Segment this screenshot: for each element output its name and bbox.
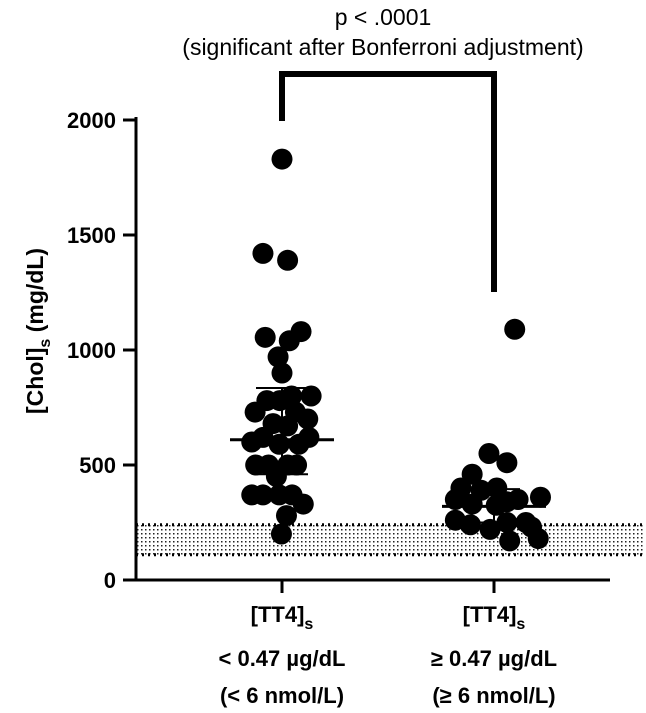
data-point-group1-1 [271, 148, 293, 170]
data-point-group1-21 [268, 433, 290, 455]
x-label-group-2-line3: (≥ 6 nmol/L) [432, 683, 555, 708]
median-iqr-bars [230, 386, 546, 524]
data-point-group2-15 [459, 514, 481, 536]
data-points [241, 148, 551, 552]
data-point-group1-34 [270, 523, 292, 545]
bonferroni-note: (significant after Bonferroni adjustment… [182, 34, 583, 60]
data-point-group1-13 [244, 401, 266, 423]
data-point-group1-29 [252, 484, 274, 506]
data-point-group2-16 [479, 518, 501, 540]
data-point-group1-8 [271, 362, 293, 384]
y-tick-label-1500: 1500 [67, 223, 116, 248]
y-axis-label-unit: (mg/dL) [22, 248, 48, 339]
data-point-group1-33 [275, 505, 297, 527]
data-point-group2-21 [527, 528, 549, 550]
y-tick-label-500: 500 [79, 453, 116, 478]
data-point-group2-20 [499, 530, 521, 552]
y-tick-label-2000: 2000 [67, 108, 116, 133]
data-point-group1-22 [288, 433, 310, 455]
data-point-group2-2 [478, 443, 500, 464]
y-tick-label-0: 0 [104, 568, 116, 593]
data-point-group1-15 [297, 408, 319, 430]
data-point-group1-3 [277, 249, 299, 271]
x-label-group-2-sub: s [516, 616, 525, 633]
data-point-group1-27 [265, 466, 287, 487]
x-label-group-1-line3: (< 6 nmol/L) [220, 683, 344, 708]
x-label-group-1-line1: [TT4]s [251, 602, 314, 633]
reference-range-band [136, 524, 644, 555]
data-point-group1-2 [252, 242, 274, 264]
significance-bracket [279, 71, 497, 292]
y-axis-label: [Chol]s (mg/dL) [22, 248, 54, 414]
data-point-group1-6 [290, 321, 312, 343]
data-point-group1-32 [292, 493, 314, 515]
p-value-text: p < .0001 [335, 4, 432, 30]
y-axis-label-sub: s [37, 339, 54, 348]
data-point-group1-17 [277, 415, 299, 437]
x-label-group-2-line1: [TT4]s [463, 602, 526, 633]
x-label-group-2-main: [TT4] [463, 602, 517, 627]
data-point-group1-26 [286, 454, 308, 476]
data-point-group2-13 [496, 491, 518, 513]
x-label-group-2-line2: ≥ 0.47 µg/dL [431, 646, 557, 671]
x-label-group-1-line2: < 0.47 µg/dL [219, 646, 346, 671]
y-tick-label-1000: 1000 [67, 338, 116, 363]
data-point-group1-4 [254, 326, 276, 348]
data-point-group1-12 [300, 385, 322, 407]
data-point-group2-9 [529, 486, 551, 508]
data-point-group2-11 [461, 493, 483, 515]
data-point-group1-20 [241, 431, 263, 453]
x-label-group-1-sub: s [304, 616, 313, 633]
x-label-group-1-main: [TT4] [251, 602, 305, 627]
data-point-group2-1 [504, 318, 526, 340]
data-point-group2-4 [496, 452, 518, 474]
data-point-group1-11 [281, 385, 303, 407]
data-point-group1-7 [267, 346, 289, 368]
data-point-group2-10 [444, 489, 466, 510]
y-axis-label-main: [Chol] [22, 348, 48, 414]
y-axis-ticks: 0 500 1000 1500 2000 [67, 108, 136, 593]
